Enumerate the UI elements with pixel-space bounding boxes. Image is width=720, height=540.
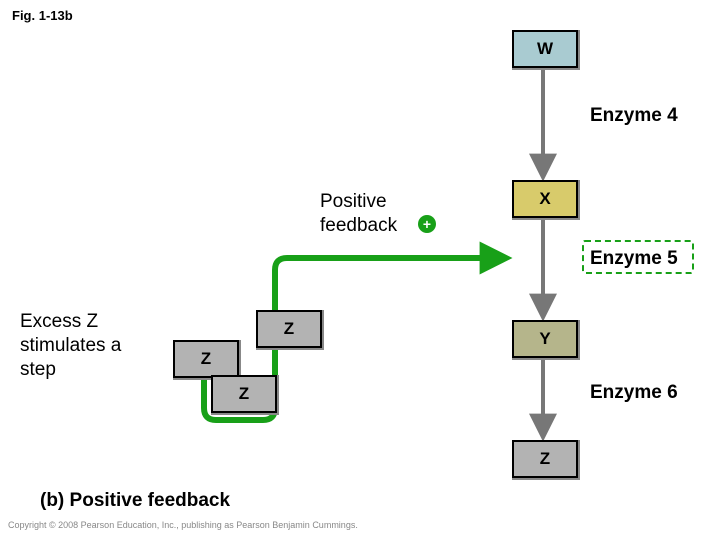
excess-z-box-3: Z (211, 375, 277, 413)
molecule-x: X (512, 180, 578, 218)
enzyme-5-highlight (582, 240, 694, 274)
molecule-z-final-label: Z (540, 449, 550, 469)
figure-caption: (b) Positive feedback (40, 490, 230, 512)
excess-z-2-label: Z (201, 349, 211, 369)
excess-z-3-label: Z (239, 384, 249, 404)
molecule-w-label: W (537, 39, 553, 59)
excess-z-box-2: Z (173, 340, 239, 378)
annotation-excess-z: Excess Z stimulates a step (20, 310, 170, 381)
plus-icon-glyph: + (423, 217, 431, 231)
molecule-z-final: Z (512, 440, 578, 478)
molecule-w: W (512, 30, 578, 68)
molecule-y-label: Y (539, 329, 550, 349)
diagram-canvas: Fig. 1-13b W X Y Z Z Z (0, 0, 720, 540)
copyright-text: Copyright © 2008 Pearson Education, Inc.… (8, 520, 358, 530)
enzyme-6-label: Enzyme 6 (590, 382, 678, 404)
feedback-label: Positive feedback (320, 190, 397, 238)
feedback-label-line2: feedback (320, 215, 397, 236)
annotation-line1: Excess Z (20, 310, 170, 334)
annotation-line2: stimulates a (20, 334, 170, 358)
plus-icon: + (418, 215, 436, 233)
feedback-label-line1: Positive (320, 190, 397, 214)
excess-z-box-1: Z (256, 310, 322, 348)
excess-z-1-label: Z (284, 319, 294, 339)
molecule-y: Y (512, 320, 578, 358)
annotation-line3: step (20, 358, 170, 382)
enzyme-4-label: Enzyme 4 (590, 105, 678, 127)
molecule-x-label: X (539, 189, 550, 209)
